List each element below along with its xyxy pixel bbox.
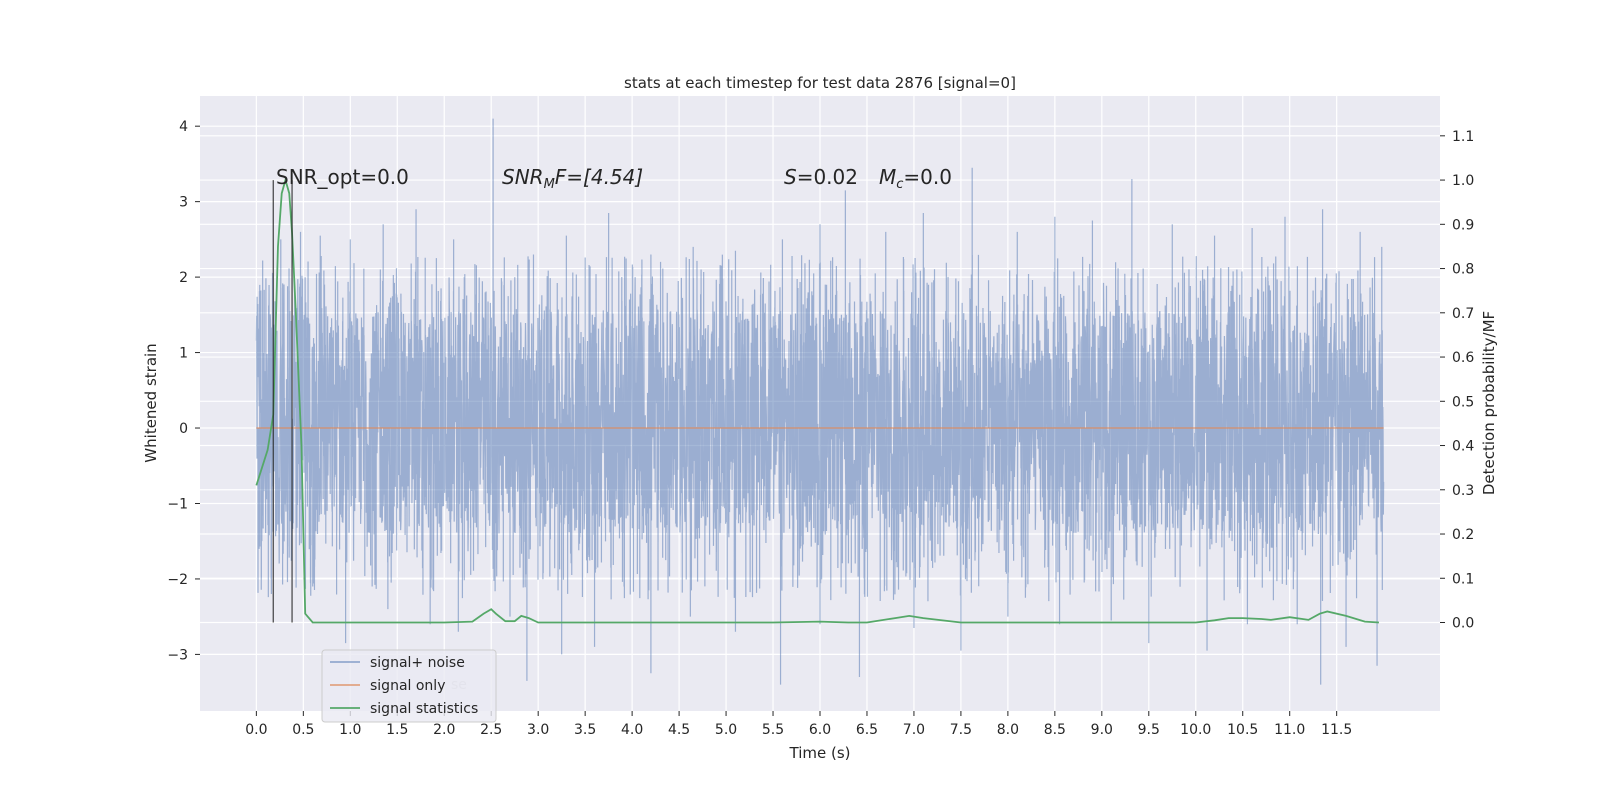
- y2-tick-label: 0.3: [1452, 483, 1474, 499]
- y-tick-label: −3: [167, 647, 188, 663]
- y2-tick-label: 0.4: [1452, 439, 1474, 455]
- x-tick-label: 5.0: [715, 722, 737, 738]
- y2-tick-label: 0.2: [1452, 527, 1474, 543]
- y2-tick-label: 0.0: [1452, 616, 1474, 632]
- mc-sub: c: [896, 177, 903, 192]
- y-axis-left: −3 −2 −1 0 1 2 3 4: [167, 119, 200, 663]
- x-tick-label: 3.0: [527, 722, 549, 738]
- x-tick-label: 6.5: [856, 722, 878, 738]
- legend-label-signal-statistics: signal statistics: [370, 701, 478, 717]
- x-tick-label: 4.5: [668, 722, 690, 738]
- annotation-snr-mf: SNRMF=[4.54]: [502, 165, 643, 192]
- y-axis-label: Whitened strain: [142, 343, 160, 462]
- snr-mf-base: SNR: [502, 165, 544, 189]
- annotation-mc: Mc=0.0: [879, 165, 952, 192]
- x-tick-label: 1.0: [339, 722, 361, 738]
- s-label: S: [784, 165, 797, 189]
- y-tick-label: −2: [167, 572, 188, 588]
- legend: se signal+ noise signal only signal stat…: [321, 649, 497, 723]
- y2-tick-label: 1.0: [1452, 173, 1474, 189]
- annotation-snr-opt: SNR_opt=0.0: [276, 165, 409, 189]
- legend-box: [321, 649, 497, 723]
- snr-mf-sub: M: [544, 177, 555, 192]
- x-tick-label: 10.0: [1180, 722, 1211, 738]
- annotation-s: S=0.02: [784, 165, 858, 189]
- y2-tick-label: 0.8: [1452, 262, 1474, 278]
- series-signal-statistics: [255, 176, 1379, 624]
- y2-tick-label: 0.1: [1452, 571, 1474, 587]
- x-axis-label: Time (s): [789, 744, 851, 762]
- mc-label: M: [879, 165, 896, 189]
- y-tick-label: 0: [179, 421, 188, 437]
- x-tick-label: 9.5: [1138, 722, 1160, 738]
- mc-value: =0.0: [903, 165, 952, 189]
- y2-tick-label: 0.6: [1452, 350, 1474, 366]
- y2-tick-label: 1.1: [1452, 129, 1474, 145]
- x-tick-label: 7.0: [903, 722, 925, 738]
- legend-label-signal-noise: signal+ noise: [370, 655, 465, 671]
- x-tick-label: 7.5: [950, 722, 972, 738]
- x-tick-label: 2.5: [480, 722, 502, 738]
- x-tick-label: 11.5: [1321, 722, 1352, 738]
- y2-tick-label: 0.7: [1452, 306, 1474, 322]
- y2-tick-label: 0.9: [1452, 217, 1474, 233]
- x-tick-label: 0.0: [245, 722, 267, 738]
- x-tick-label: 9.0: [1091, 722, 1113, 738]
- y2-axis-label: Detection probability/MF: [1480, 311, 1498, 495]
- y2-tick-label: 0.5: [1452, 394, 1474, 410]
- x-tick-label: 8.5: [1044, 722, 1066, 738]
- s-value: =0.02: [797, 165, 858, 189]
- vertical-markers: [272, 180, 293, 623]
- y-tick-label: 3: [179, 195, 188, 211]
- x-tick-label: 8.0: [997, 722, 1019, 738]
- y-tick-label: 2: [179, 270, 188, 286]
- legend-label-signal-only: signal only: [370, 678, 445, 694]
- y-tick-label: 1: [179, 346, 188, 362]
- x-axis: 0.0 0.5 1.0 1.5 2.0 2.5 3.0 3.5 4.0 4.5 5.0 5.5 6.0 6…: [245, 711, 1352, 738]
- x-tick-label: 6.0: [809, 722, 831, 738]
- chart-title: stats at each timestep for test data 287…: [624, 74, 1016, 92]
- y-tick-label: 4: [179, 119, 188, 135]
- x-tick-label: 1.5: [386, 722, 408, 738]
- snr-mf-f: F=[4.54]: [555, 165, 643, 189]
- x-tick-label: 11.0: [1274, 722, 1305, 738]
- y-tick-label: −1: [167, 496, 188, 512]
- x-tick-label: 4.0: [621, 722, 643, 738]
- series-layer: [255, 118, 1385, 685]
- x-tick-label: 0.5: [292, 722, 314, 738]
- x-tick-label: 2.0: [433, 722, 455, 738]
- x-tick-label: 10.5: [1227, 722, 1258, 738]
- series-signal-noise: [255, 118, 1385, 685]
- y-axis-right: 0.0 0.1 0.2 0.3 0.4 0.5 0.6 0.7 0.8 0.9 1.0 1.1: [1440, 129, 1474, 632]
- x-tick-label: 3.5: [574, 722, 596, 738]
- x-tick-label: 5.5: [762, 722, 784, 738]
